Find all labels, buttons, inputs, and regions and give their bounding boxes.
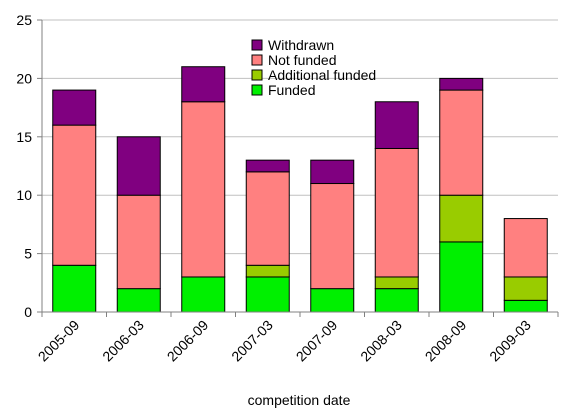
bar-segment-funded <box>374 288 419 313</box>
bar-segment-not-funded <box>503 218 548 278</box>
x-tick-label: 2007-09 <box>293 317 341 365</box>
x-tick-label: 2008-09 <box>422 317 470 365</box>
bar-segment-not-funded <box>439 89 484 196</box>
legend-swatch <box>251 84 263 96</box>
x-tick-label: 2006-03 <box>99 317 147 365</box>
bar-segment-funded <box>116 288 161 313</box>
legend-swatch <box>251 54 263 66</box>
bar-segment-funded <box>52 264 97 313</box>
bars <box>52 66 548 313</box>
legend-swatch <box>251 69 263 81</box>
axes <box>37 19 559 317</box>
bar-segment-additional-funded <box>439 194 484 243</box>
bar-segment-additional-funded <box>374 276 419 290</box>
bar-segment-not-funded <box>245 171 290 266</box>
legend-label: Additional funded <box>268 67 376 83</box>
bar-segment-withdrawn <box>116 136 161 196</box>
y-tick-label: 5 <box>24 246 32 262</box>
bar-segment-withdrawn <box>245 159 290 173</box>
y-tick-label: 25 <box>16 12 32 28</box>
bar-segment-funded <box>439 241 484 313</box>
bar-segment-additional-funded <box>245 264 290 278</box>
legend-label: Not funded <box>268 52 337 68</box>
y-tick-label: 0 <box>24 304 32 320</box>
y-tick-labels: 0 5 10 15 20 25 <box>16 12 32 320</box>
bar-segment-not-funded <box>181 101 226 278</box>
legend-label: Withdrawn <box>268 37 334 53</box>
x-tick-label: 2008-03 <box>357 317 405 365</box>
y-tick-label: 20 <box>16 70 32 86</box>
bar-segment-withdrawn <box>439 77 484 91</box>
bar-segment-withdrawn <box>374 101 419 149</box>
bar-segment-not-funded <box>310 183 355 290</box>
y-tick-label: 10 <box>16 187 32 203</box>
bar-segment-funded <box>181 276 226 313</box>
x-tick-label: 2006-09 <box>164 317 212 365</box>
bar-segment-withdrawn <box>52 89 97 126</box>
bar-segment-funded <box>310 288 355 313</box>
legend-swatch <box>251 39 263 51</box>
x-tick-labels: 2005-09 2006-03 2006-09 2007-03 2007-09 2008-… <box>35 317 534 365</box>
bar-segment-not-funded <box>374 147 419 278</box>
bar-segment-withdrawn <box>310 159 355 185</box>
x-axis-title: competition date <box>248 392 351 408</box>
y-tick-label: 15 <box>16 129 32 145</box>
x-tick-label: 2007-03 <box>228 317 276 365</box>
bar-segment-additional-funded <box>503 276 548 301</box>
legend-label: Funded <box>268 82 315 98</box>
bar-segment-withdrawn <box>181 66 226 103</box>
x-tick-label: 2009-03 <box>486 317 534 365</box>
x-tick-label: 2005-09 <box>35 317 83 365</box>
bar-segment-funded <box>245 276 290 313</box>
bar-segment-funded <box>503 299 548 313</box>
bar-segment-not-funded <box>52 124 97 266</box>
bar-segment-not-funded <box>116 194 161 290</box>
